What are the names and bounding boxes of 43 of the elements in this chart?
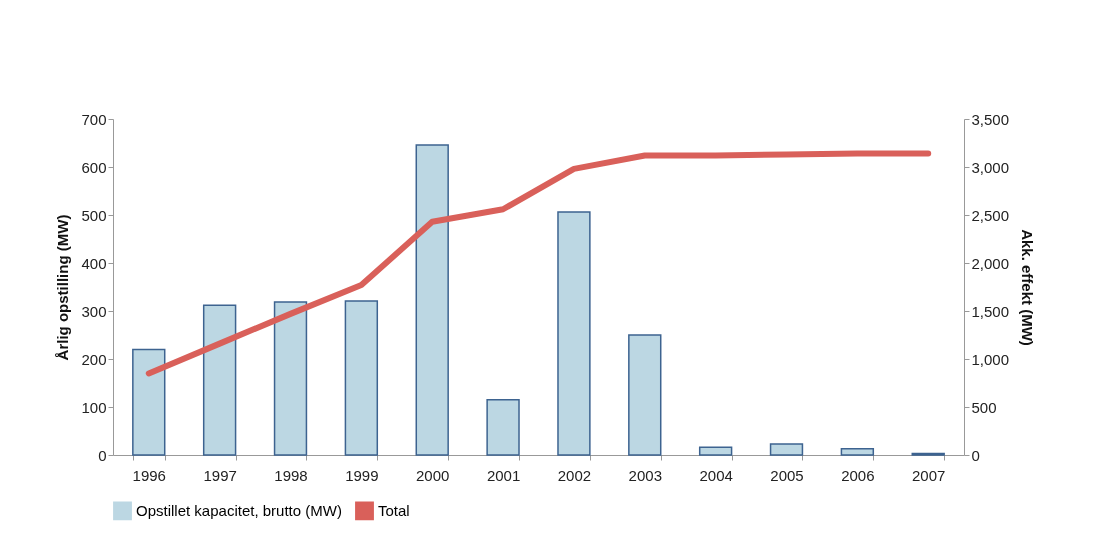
bar <box>273 301 308 456</box>
y2-tick-label: 2,500 <box>971 206 1010 224</box>
x-tick-label: 2006 <box>841 466 875 484</box>
x-tick-label: 2004 <box>699 466 733 484</box>
x-tick-label: 2003 <box>628 466 662 484</box>
x-tick-label: 1997 <box>203 466 237 484</box>
x-tick-label: 2001 <box>486 466 521 484</box>
y2-tick-label: 1,000 <box>971 350 1010 368</box>
legend-label: Opstillet kapacitet, brutto (MW) <box>136 501 342 519</box>
y-tick-label: 300 <box>81 302 107 320</box>
y-tick-label: 600 <box>81 158 107 176</box>
y-tick-label: 400 <box>81 254 107 272</box>
bar <box>698 446 733 456</box>
y2-axis-title: Akk. effekt (MW) <box>1019 229 1037 346</box>
x-tick-label: 2000 <box>416 466 450 484</box>
bar <box>344 300 379 456</box>
bar <box>202 304 237 456</box>
y2-tick-label: 0 <box>971 446 980 464</box>
legend-label: Total <box>378 501 410 519</box>
y2-tick-label: 3,000 <box>971 158 1010 176</box>
x-tick-label: 1996 <box>132 466 166 484</box>
x-tick-label: 1999 <box>345 466 379 484</box>
y2-tick-label: 500 <box>971 398 997 416</box>
y2-tick-label: 1,500 <box>971 302 1010 320</box>
y-tick-label: 0 <box>98 446 107 464</box>
bar <box>840 448 875 456</box>
bar <box>486 399 520 456</box>
y-axis-title: Årlig opstilling (MW) <box>54 214 72 361</box>
y-tick-label: 700 <box>81 110 107 128</box>
y-tick-label: 500 <box>81 206 107 224</box>
bar <box>132 348 166 456</box>
y-tick-label: 200 <box>81 350 107 368</box>
bar <box>415 144 449 456</box>
y-tick-label: 100 <box>81 398 107 416</box>
y2-tick-label: 3,500 <box>971 110 1010 128</box>
x-tick-label: 2005 <box>770 466 804 484</box>
x-tick-label: 1998 <box>274 466 308 484</box>
bar <box>628 334 662 456</box>
bar <box>769 443 804 456</box>
y2-tick-label: 2,000 <box>971 254 1010 272</box>
bar <box>557 211 591 456</box>
x-tick-label: 2007 <box>912 466 946 484</box>
x-tick-label: 2002 <box>557 466 592 484</box>
